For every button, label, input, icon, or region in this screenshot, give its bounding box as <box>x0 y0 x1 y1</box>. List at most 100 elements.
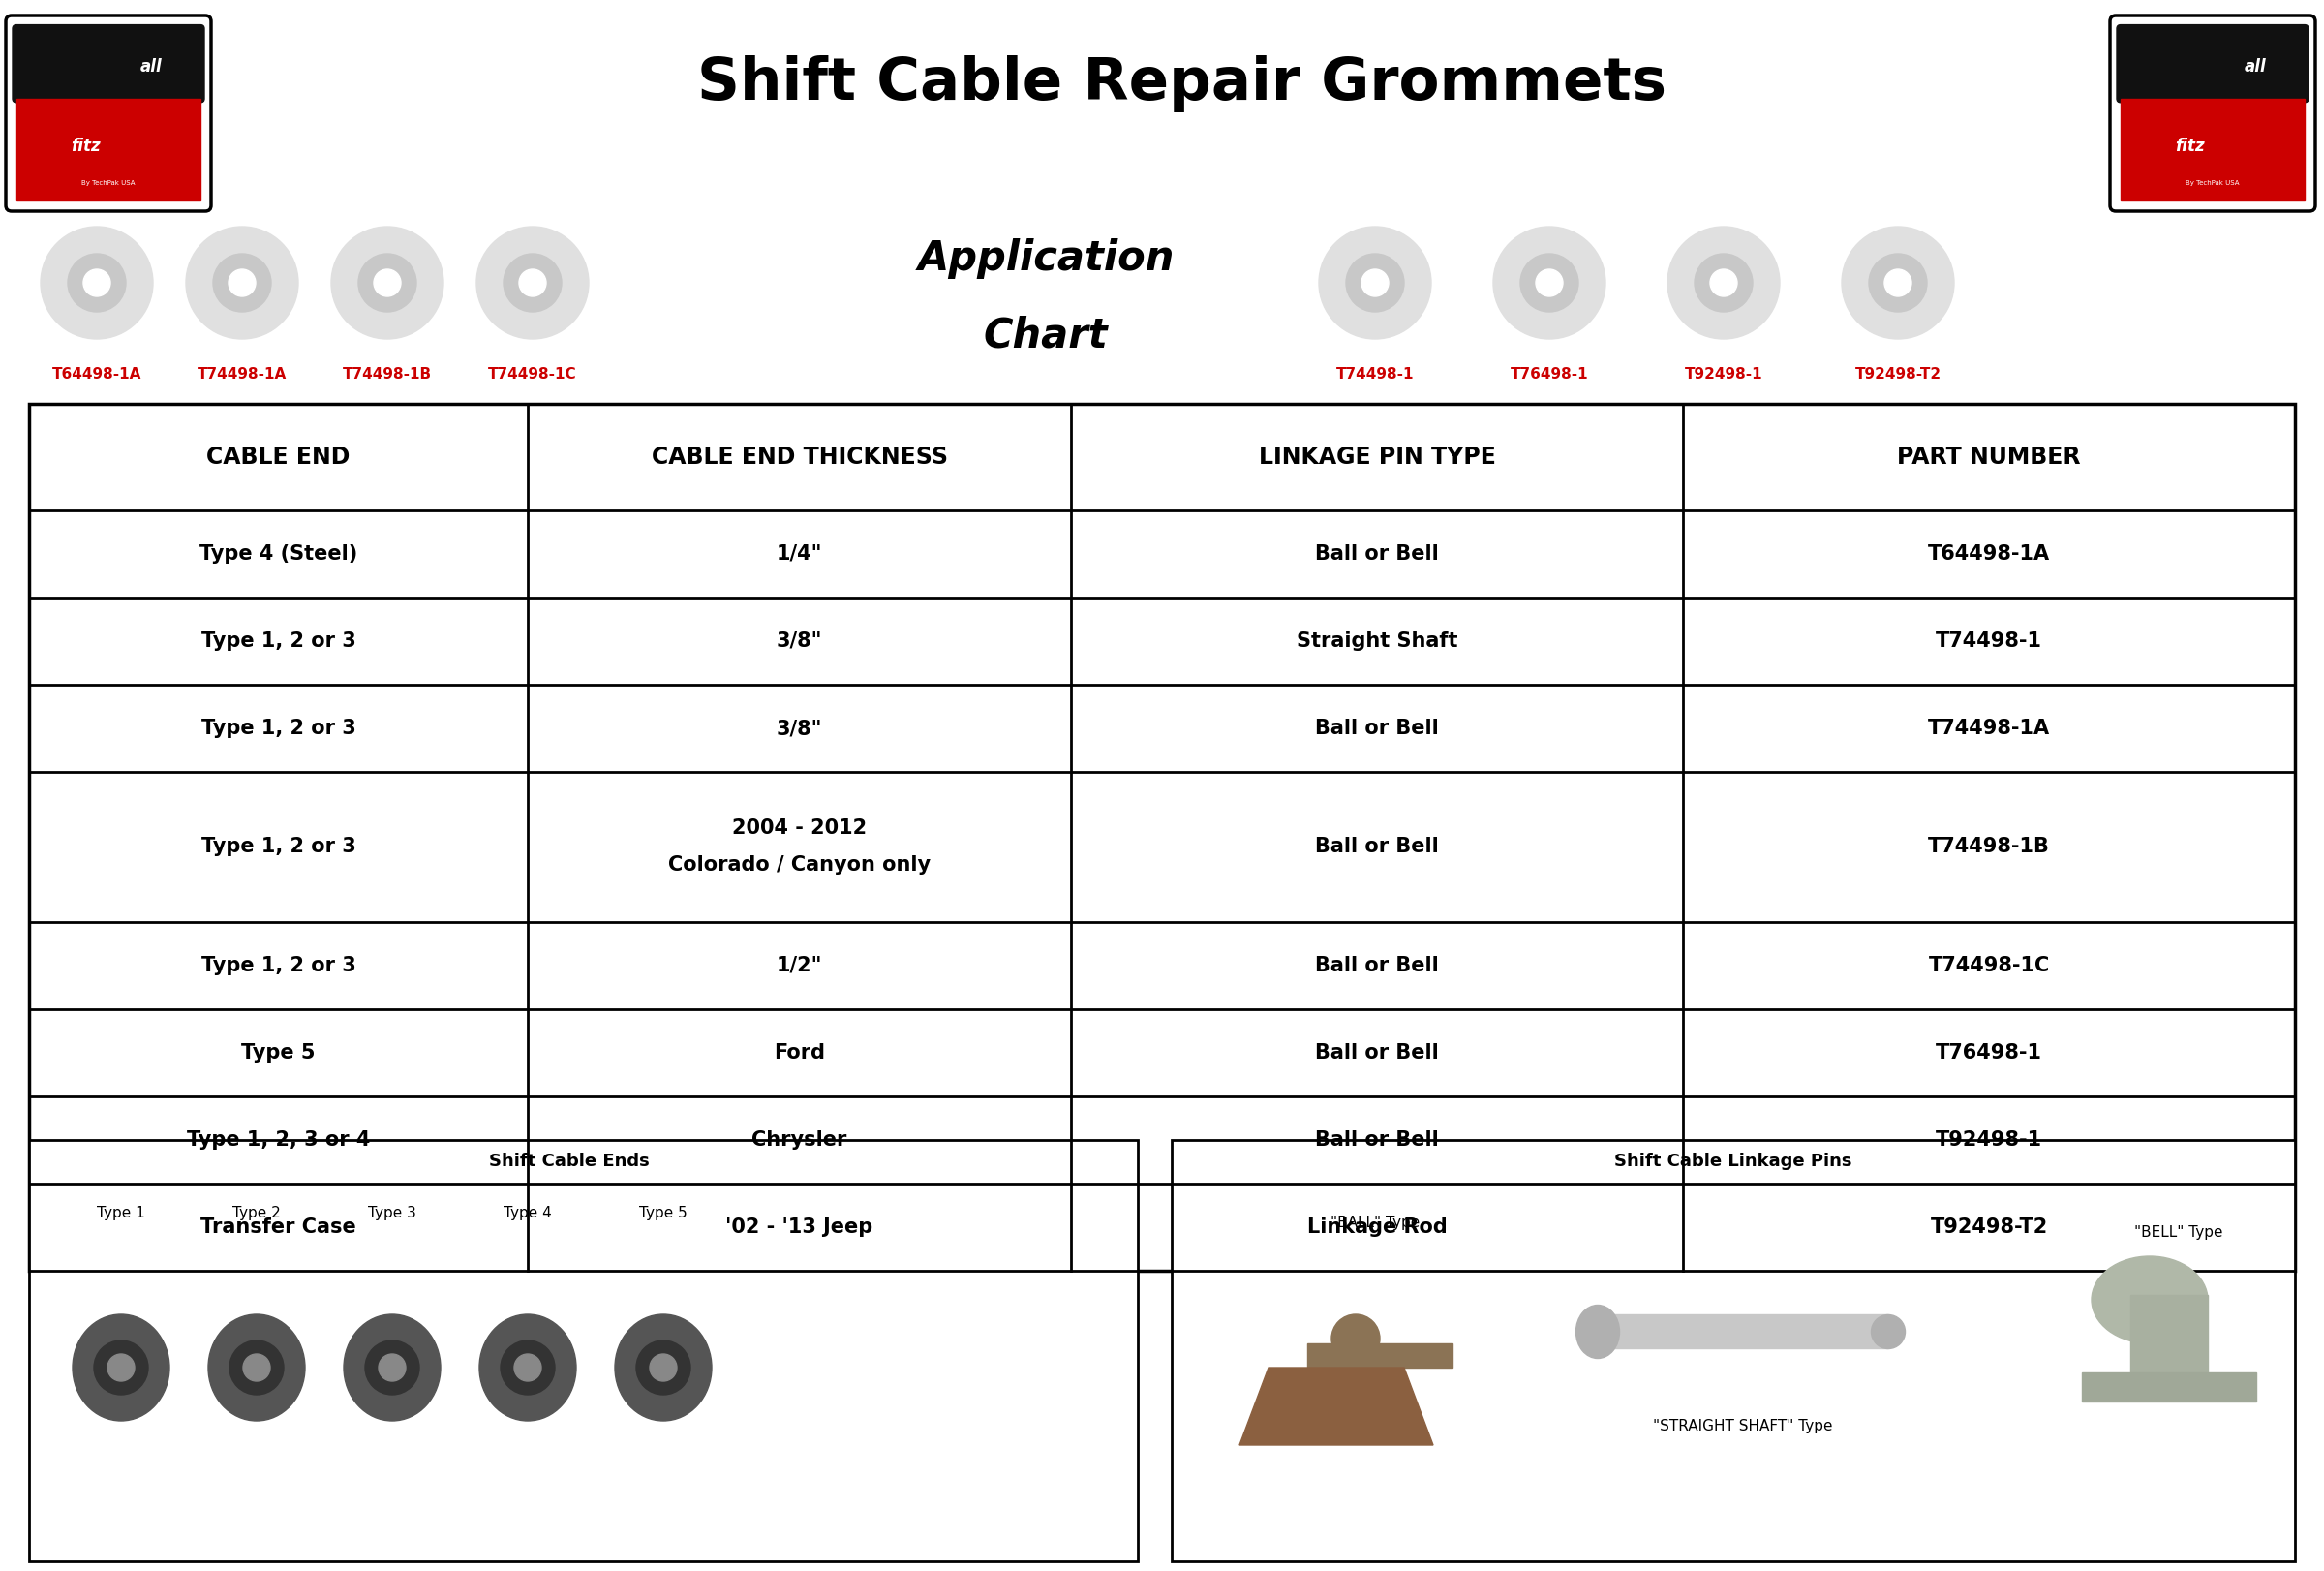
Ellipse shape <box>1332 1315 1380 1362</box>
Text: Type 1, 2 or 3: Type 1, 2 or 3 <box>200 632 356 650</box>
Text: Type 2: Type 2 <box>232 1205 281 1221</box>
Ellipse shape <box>479 1315 576 1420</box>
Text: T64498-1A: T64498-1A <box>1929 544 2050 564</box>
Text: "BALL" Type: "BALL" Type <box>1329 1214 1420 1230</box>
Circle shape <box>1669 226 1780 339</box>
Bar <box>2082 1373 2257 1401</box>
Polygon shape <box>1239 1368 1434 1445</box>
Circle shape <box>1494 226 1606 339</box>
Circle shape <box>514 1354 541 1381</box>
Text: 1/2": 1/2" <box>776 957 823 976</box>
Text: T74498-1B: T74498-1B <box>1929 837 2050 856</box>
Text: T64498-1A: T64498-1A <box>51 368 142 382</box>
Text: Type 5: Type 5 <box>242 1043 316 1062</box>
Text: Ball or Bell: Ball or Bell <box>1315 718 1439 738</box>
Ellipse shape <box>2092 1257 2208 1343</box>
Text: 2004 - 2012: 2004 - 2012 <box>732 818 867 839</box>
Circle shape <box>1362 269 1390 297</box>
Text: Type 1: Type 1 <box>98 1205 144 1221</box>
FancyBboxPatch shape <box>2110 16 2315 211</box>
Circle shape <box>476 226 588 339</box>
Text: 1/4": 1/4" <box>776 544 823 564</box>
Ellipse shape <box>209 1315 304 1420</box>
Text: T92498-T2: T92498-T2 <box>1931 1218 2047 1236</box>
Text: all: all <box>139 58 163 75</box>
Ellipse shape <box>1576 1306 1620 1359</box>
Text: Type 1, 2 or 3: Type 1, 2 or 3 <box>200 957 356 976</box>
Text: CABLE END: CABLE END <box>207 446 351 468</box>
Text: '02 - '13 Jeep: '02 - '13 Jeep <box>725 1218 874 1236</box>
Bar <box>28 404 2296 1271</box>
Text: Linkage Rod: Linkage Rod <box>1306 1218 1448 1236</box>
Circle shape <box>500 1340 555 1395</box>
Circle shape <box>214 255 272 313</box>
Circle shape <box>230 1340 284 1395</box>
Circle shape <box>518 269 546 297</box>
Bar <box>1599 1315 1887 1348</box>
Text: Type 1, 2, 3 or 4: Type 1, 2, 3 or 4 <box>186 1130 370 1150</box>
Ellipse shape <box>1871 1315 1906 1349</box>
Text: Type 3: Type 3 <box>367 1205 416 1221</box>
Text: T74498-1C: T74498-1C <box>488 368 576 382</box>
Text: LINKAGE PIN TYPE: LINKAGE PIN TYPE <box>1260 446 1497 468</box>
Circle shape <box>365 1340 418 1395</box>
Ellipse shape <box>344 1315 442 1420</box>
Bar <box>1171 1141 2296 1562</box>
Circle shape <box>67 255 125 313</box>
Text: T74498-1A: T74498-1A <box>1929 718 2050 738</box>
Text: fitz: fitz <box>2175 138 2203 156</box>
Circle shape <box>332 226 444 339</box>
Circle shape <box>1346 255 1404 313</box>
Text: Ball or Bell: Ball or Bell <box>1315 837 1439 856</box>
FancyBboxPatch shape <box>2117 25 2308 102</box>
Text: Ball or Bell: Ball or Bell <box>1315 957 1439 976</box>
Circle shape <box>504 255 562 313</box>
Circle shape <box>1843 226 1954 339</box>
Text: Transfer Case: Transfer Case <box>200 1218 356 1236</box>
Text: T74498-1: T74498-1 <box>1336 368 1413 382</box>
Text: T74498-1C: T74498-1C <box>1929 957 2050 976</box>
Circle shape <box>42 226 153 339</box>
Ellipse shape <box>616 1315 711 1420</box>
Text: Type 5: Type 5 <box>639 1205 688 1221</box>
Circle shape <box>93 1340 149 1395</box>
Polygon shape <box>16 99 200 201</box>
Text: CABLE END THICKNESS: CABLE END THICKNESS <box>651 446 948 468</box>
Text: "STRAIGHT SHAFT" Type: "STRAIGHT SHAFT" Type <box>1652 1419 1834 1433</box>
Text: Straight Shaft: Straight Shaft <box>1297 632 1457 650</box>
Text: 3/8": 3/8" <box>776 632 823 650</box>
Text: T74498-1A: T74498-1A <box>198 368 286 382</box>
Text: fitz: fitz <box>70 138 100 156</box>
Text: Type 4 (Steel): Type 4 (Steel) <box>200 544 358 564</box>
Text: Chart: Chart <box>983 316 1109 357</box>
Text: T76498-1: T76498-1 <box>1936 1043 2043 1062</box>
Bar <box>1306 1343 1452 1368</box>
Polygon shape <box>2122 99 2305 201</box>
Text: Ford: Ford <box>774 1043 825 1062</box>
Text: T76498-1: T76498-1 <box>1511 368 1587 382</box>
Circle shape <box>107 1354 135 1381</box>
Circle shape <box>637 1340 690 1395</box>
FancyBboxPatch shape <box>12 25 205 102</box>
Text: PART NUMBER: PART NUMBER <box>1896 446 2080 468</box>
Text: Type 1, 2 or 3: Type 1, 2 or 3 <box>200 837 356 856</box>
Circle shape <box>228 269 256 297</box>
Bar <box>28 1141 1139 1562</box>
Text: 3/8": 3/8" <box>776 718 823 738</box>
Text: Shift Cable Repair Grommets: Shift Cable Repair Grommets <box>697 55 1666 113</box>
Circle shape <box>358 255 416 313</box>
Text: T92498-1: T92498-1 <box>1685 368 1762 382</box>
Text: T74498-1: T74498-1 <box>1936 632 2043 650</box>
Circle shape <box>84 269 112 297</box>
Circle shape <box>1710 269 1738 297</box>
Circle shape <box>1694 255 1752 313</box>
Circle shape <box>244 1354 270 1381</box>
Text: Ball or Bell: Ball or Bell <box>1315 544 1439 564</box>
Circle shape <box>1868 255 1927 313</box>
Circle shape <box>1536 269 1564 297</box>
Bar <box>2131 1295 2208 1378</box>
Text: Colorado / Canyon only: Colorado / Canyon only <box>669 856 930 875</box>
Text: Shift Cable Linkage Pins: Shift Cable Linkage Pins <box>1615 1153 1852 1170</box>
Text: By TechPak USA: By TechPak USA <box>81 181 135 185</box>
Circle shape <box>651 1354 676 1381</box>
